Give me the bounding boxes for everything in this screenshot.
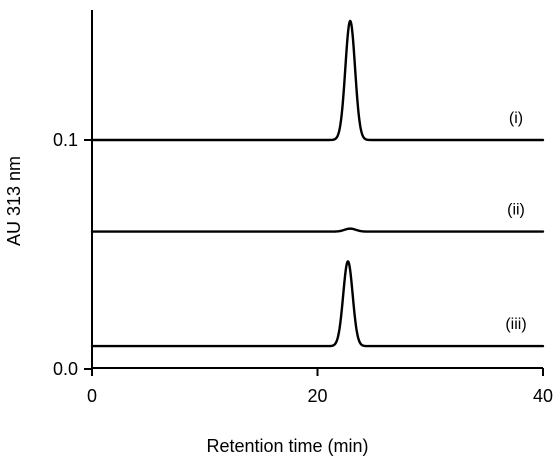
x-tick-label: 40 <box>533 386 553 406</box>
trace-label: (iii) <box>505 316 526 333</box>
x-tick-label: 20 <box>307 386 327 406</box>
traces <box>90 19 545 348</box>
trace-line <box>90 227 545 233</box>
x-axis-title: Retention time (min) <box>206 436 368 456</box>
y-tick-label: 0.1 <box>53 130 78 150</box>
y-axis-title: AU 313 nm <box>4 156 24 246</box>
trace-label: (i) <box>509 110 523 127</box>
trace-line <box>90 19 545 142</box>
labels: 0 20 40 0.0 0.1 Retention time (min) AU 313 nm… <box>4 110 553 456</box>
axes <box>84 10 544 376</box>
trace-line <box>90 260 545 348</box>
trace-label: (ii) <box>507 202 525 219</box>
y-tick-label: 0.0 <box>53 359 78 379</box>
x-tick-label: 0 <box>87 386 97 406</box>
